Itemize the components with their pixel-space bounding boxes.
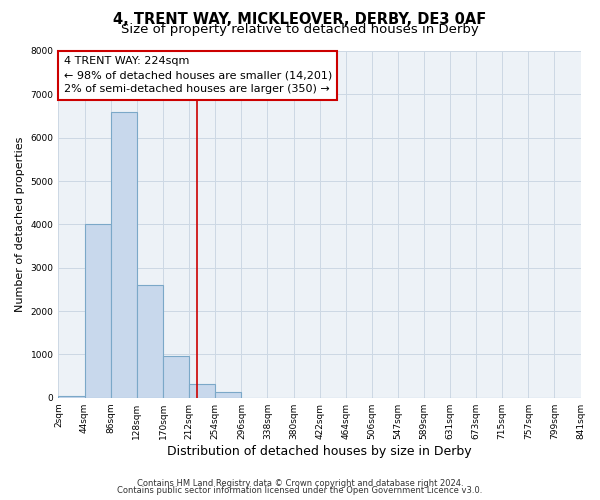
Bar xyxy=(58,396,85,398)
Text: Size of property relative to detached houses in Derby: Size of property relative to detached ho… xyxy=(121,22,479,36)
Text: Contains public sector information licensed under the Open Government Licence v3: Contains public sector information licen… xyxy=(118,486,482,495)
Bar xyxy=(110,112,137,398)
Bar xyxy=(163,356,189,398)
Bar xyxy=(137,285,163,398)
Text: 4, TRENT WAY, MICKLEOVER, DERBY, DE3 0AF: 4, TRENT WAY, MICKLEOVER, DERBY, DE3 0AF xyxy=(113,12,487,28)
Text: 4 TRENT WAY: 224sqm
← 98% of detached houses are smaller (14,201)
2% of semi-det: 4 TRENT WAY: 224sqm ← 98% of detached ho… xyxy=(64,56,332,94)
Bar xyxy=(215,392,241,398)
Bar xyxy=(189,384,215,398)
X-axis label: Distribution of detached houses by size in Derby: Distribution of detached houses by size … xyxy=(167,444,472,458)
Y-axis label: Number of detached properties: Number of detached properties xyxy=(15,136,25,312)
Text: Contains HM Land Registry data © Crown copyright and database right 2024.: Contains HM Land Registry data © Crown c… xyxy=(137,478,463,488)
Bar xyxy=(85,224,110,398)
